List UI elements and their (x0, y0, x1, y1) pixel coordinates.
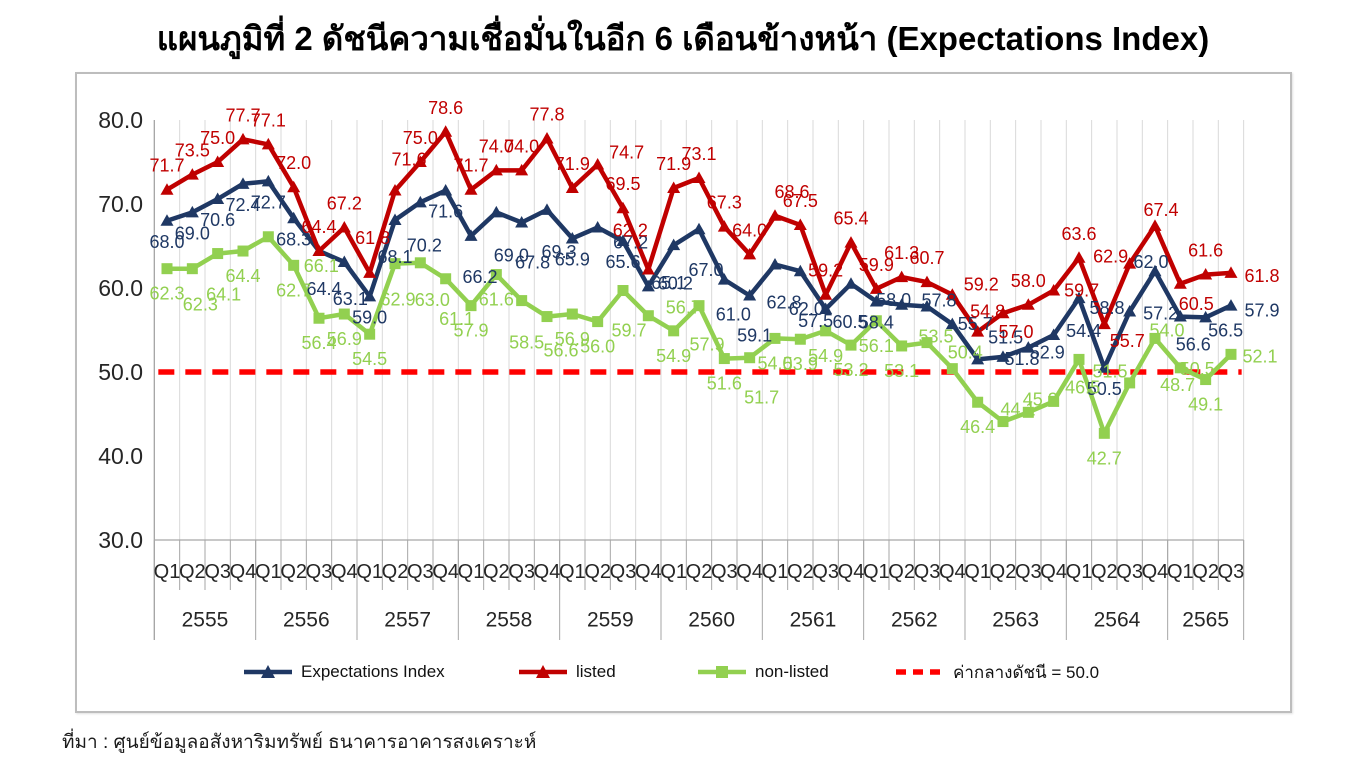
legend-item-expectations-index: Expectations Index (243, 661, 445, 683)
chart-frame (75, 72, 1292, 713)
legend-swatch-triangle (519, 665, 567, 678)
legend-item-listed: listed (518, 661, 616, 683)
chart-title: แผนภูมิที่ 2 ดัชนีความเชื่อมั่นในอีก 6 เ… (156, 20, 1210, 57)
legend-item-non-listed: non-listed (697, 661, 829, 683)
legend-swatch-square (698, 666, 746, 678)
legend-label: listed (576, 662, 616, 681)
legend-label: Expectations Index (301, 662, 445, 681)
legend-swatch-dashed-line (896, 669, 944, 675)
legend-swatch-triangle (244, 665, 292, 678)
source-note: ที่มา : ศูนย์ข้อมูลอสังหาริมทรัพย์ ธนาคา… (62, 732, 537, 753)
legend-label: ค่ากลางดัชนี = 50.0 (953, 662, 1100, 682)
legend-item--50-0: ค่ากลางดัชนี = 50.0 (895, 661, 1099, 683)
legend-label: non-listed (755, 662, 829, 681)
